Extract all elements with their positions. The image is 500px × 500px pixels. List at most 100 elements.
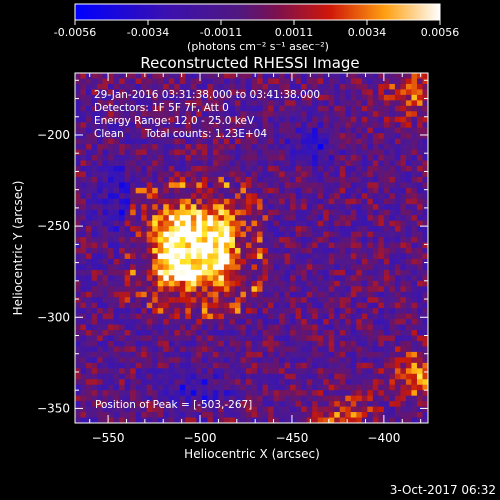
heatmap-cell [130,198,137,205]
heatmap-cell [323,412,330,418]
heatmap-cell [179,89,186,96]
heatmap-cell [124,144,131,150]
heatmap-cell [207,330,214,336]
heatmap-cell [251,182,258,189]
heatmap-cell [301,286,308,293]
heatmap-cell [218,330,225,336]
heatmap-cell [135,138,142,145]
heatmap-cell [102,308,109,315]
heatmap-cell [80,198,87,205]
heatmap-cell [290,155,297,161]
heatmap-cell [229,100,236,107]
heatmap-cell [218,275,225,282]
heatmap-cell [152,280,159,287]
heatmap-cell [196,280,203,287]
heatmap-cell [251,275,258,282]
heatmap-cell [400,209,407,216]
heatmap-cell [295,302,302,309]
heatmap-cell [284,122,291,129]
heatmap-cell [334,155,341,161]
heatmap-cell [119,127,126,134]
heatmap-cell [146,176,153,183]
heatmap-cell [405,237,412,243]
heatmap-cell [328,248,335,254]
heatmap-cell [279,193,285,200]
heatmap-cell [207,390,214,397]
heatmap-cell [223,78,230,85]
heatmap-cell [75,78,81,85]
heatmap-cell [251,116,258,123]
heatmap-cell [108,220,115,227]
heatmap-cell [207,275,214,282]
heatmap-cell [97,406,103,413]
heatmap-cell [141,242,148,249]
heatmap-cell [350,231,357,238]
heatmap-cell [119,340,126,347]
heatmap-cell [234,89,241,96]
heatmap-cell [201,100,208,107]
heatmap-cell [86,330,92,336]
heatmap-cell [135,302,142,309]
heatmap-cell [301,357,308,364]
heatmap-cell [262,182,269,189]
heatmap-cell [80,89,87,96]
heatmap-cell [323,215,330,222]
heatmap-cell [75,215,81,222]
heatmap-cell [75,401,81,407]
heatmap-cell [135,215,142,222]
heatmap-cell [400,346,407,353]
heatmap-cell [416,242,423,249]
heatmap-cell [108,253,115,260]
heatmap-cell [130,286,137,293]
heatmap-cell [152,94,159,101]
heatmap-cell [339,78,346,85]
heatmap-cell [229,346,236,353]
heatmap-cell [75,105,81,112]
heatmap-cell [257,149,263,156]
heatmap-cell [323,73,330,79]
heatmap-cell [251,384,258,391]
heatmap-cell [301,133,308,140]
heatmap-cell [130,182,137,189]
heatmap-cell [218,319,225,325]
heatmap-cell [135,319,142,325]
heatmap-cell [328,417,335,423]
heatmap-cell [223,390,230,397]
heatmap-cell [190,187,197,194]
heatmap-cell [223,182,230,189]
heatmap-cell [80,171,87,178]
heatmap-cell [157,297,164,304]
heatmap-cell [113,379,120,386]
heatmap-cell [422,209,428,216]
heatmap-cell [361,395,368,402]
heatmap-cell [86,248,92,254]
heatmap-cell [141,94,148,101]
heatmap-cell [218,160,225,167]
heatmap-cell [312,302,319,309]
heatmap-cell [356,237,363,243]
heatmap-cell [75,144,81,150]
heatmap-cell [207,362,214,369]
heatmap-cell [295,144,302,150]
heatmap-cell [328,319,335,325]
heatmap-cell [190,226,197,232]
heatmap-cell [416,105,423,112]
heatmap-cell [146,412,153,418]
heatmap-cell [279,187,285,194]
heatmap-cell [240,324,247,331]
heatmap-cell [301,390,308,397]
heatmap-cell [367,187,374,194]
heatmap-cell [185,133,192,140]
heatmap-cell [80,193,87,200]
heatmap-cell [411,395,418,402]
heatmap-cell [141,89,148,96]
heatmap-cell [102,297,109,304]
heatmap-cell [91,357,98,364]
heatmap-cell [306,155,313,161]
heatmap-cell [378,346,385,353]
heatmap-cell [317,390,324,397]
heatmap-cell [185,89,192,96]
heatmap-cell [135,209,142,216]
heatmap-cell [394,324,401,331]
heatmap-cell [317,248,324,254]
